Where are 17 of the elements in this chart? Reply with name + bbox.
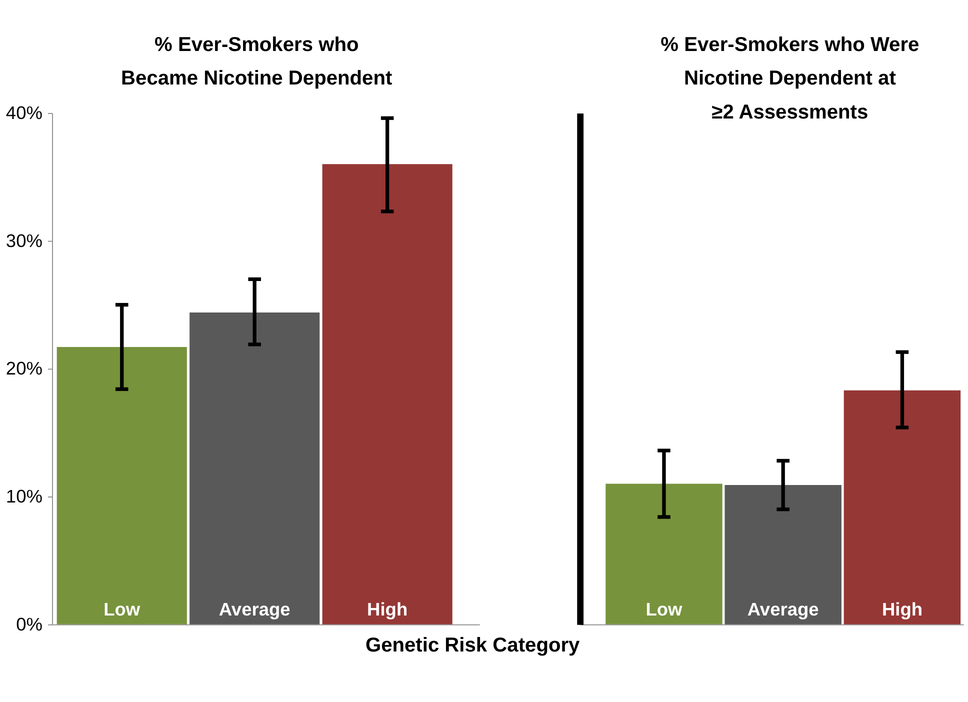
y-tick-label: 30% — [6, 230, 42, 251]
chart-title: % Ever-Smokers who Were Nicotine Dependent at ≥2 Assessments — [660, 34, 920, 124]
x-tick-label: Average — [747, 598, 819, 620]
bar — [190, 312, 320, 624]
bar — [56, 346, 187, 624]
x-tick-label: Low — [104, 598, 141, 620]
y-tick-label: 20% — [6, 358, 42, 379]
x-tick-label: Low — [646, 598, 684, 620]
y-tick-label: 10% — [6, 485, 42, 506]
x-axis-title: Genetic Risk Category — [365, 634, 581, 656]
x-tick-label: High — [882, 598, 922, 620]
y-tick-label: 40% — [6, 102, 42, 123]
x-tick-label: High — [367, 598, 408, 620]
x-tick-label: Average — [218, 598, 290, 620]
chart-title: % Ever-Smokers who Became Nicotine Dependent — [121, 34, 392, 90]
y-tick-label: 0% — [16, 613, 42, 634]
bar — [322, 164, 452, 624]
